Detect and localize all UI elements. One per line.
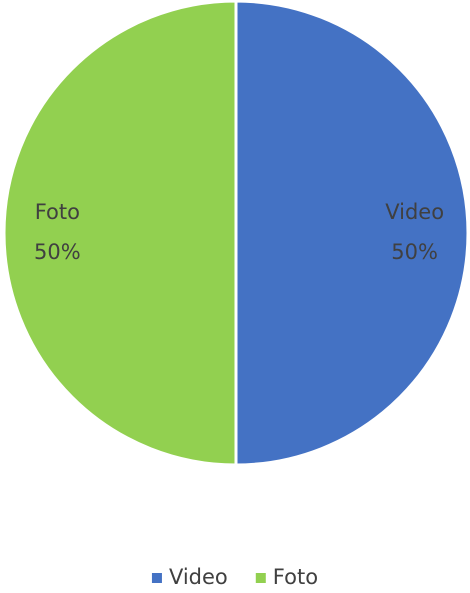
legend: Video Foto bbox=[151, 565, 318, 589]
data-label-value: 50% bbox=[391, 240, 438, 264]
legend-label: Video bbox=[169, 565, 228, 589]
data-label-value: 50% bbox=[34, 240, 81, 264]
data-label-category: Video bbox=[385, 200, 444, 224]
pie-slice bbox=[2, 0, 238, 467]
pie-slice bbox=[234, 0, 470, 467]
legend-swatch bbox=[151, 573, 162, 583]
pie bbox=[2, 0, 470, 467]
legend-swatch bbox=[255, 573, 266, 583]
legend-label: Foto bbox=[273, 565, 318, 589]
data-labels: Video 50% Foto 50% bbox=[34, 200, 444, 264]
data-label-category: Foto bbox=[35, 200, 80, 224]
